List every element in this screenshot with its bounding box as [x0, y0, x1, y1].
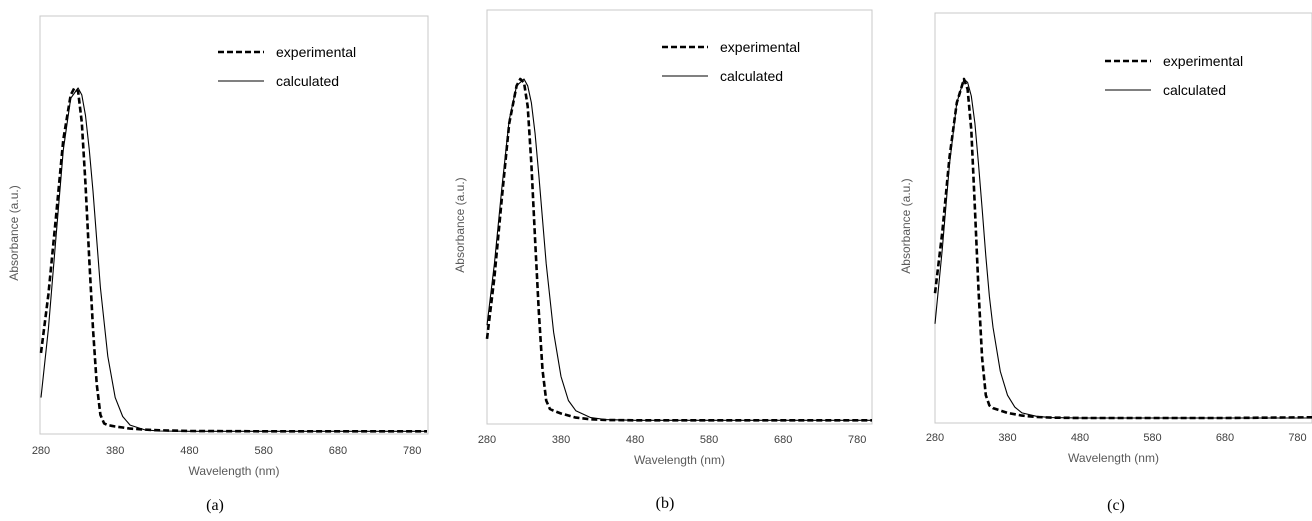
chart-panel-1: 280 380 480 580 680 780 Wavelength (nm) Absorba… [7, 16, 428, 514]
x-tick-label: 780 [403, 445, 421, 457]
plot-frame [40, 16, 428, 434]
series-line-experimental [935, 79, 1312, 418]
x-tick-label: 680 [774, 434, 792, 446]
plot-frame [487, 10, 872, 424]
legend-label-calculated: calculated [1163, 82, 1226, 98]
x-tick-label: 780 [848, 434, 866, 446]
x-axis-title: Wavelength (nm) [189, 464, 280, 478]
x-tick-label: 480 [1071, 432, 1089, 444]
x-tick-label: 480 [180, 445, 198, 457]
plot-frame [935, 13, 1312, 423]
legend-label-experimental: experimental [276, 44, 356, 60]
series-line-experimental [41, 88, 427, 431]
legend-label-calculated: calculated [720, 68, 783, 84]
series-line-calculated [41, 88, 427, 431]
panel-label: (b) [656, 495, 675, 512]
x-tick-label: 780 [1288, 432, 1306, 444]
panel-label: (c) [1107, 497, 1125, 514]
x-tick-label: 580 [1143, 432, 1161, 444]
legend-label-experimental: experimental [720, 39, 800, 55]
legend-label-experimental: experimental [1163, 53, 1243, 69]
series-line-calculated [487, 79, 872, 420]
legend-label-calculated: calculated [276, 73, 339, 89]
series-line-calculated [935, 79, 1312, 418]
x-tick-label: 380 [998, 432, 1016, 444]
x-tick-label: 280 [926, 432, 944, 444]
x-tick-label: 580 [255, 445, 273, 457]
chart-panel-3: 280 380 480 580 680 780 Wavelength (nm) Absorba… [899, 13, 1312, 514]
y-axis-title: Absorbance (a.u.) [899, 178, 913, 273]
x-tick-label: 580 [700, 434, 718, 446]
y-axis-title: Absorbance (a.u.) [453, 177, 467, 272]
panel-label: (a) [206, 497, 224, 514]
x-tick-label: 680 [329, 445, 347, 457]
x-axis-title: Wavelength (nm) [634, 453, 725, 467]
x-axis-title: Wavelength (nm) [1068, 451, 1159, 465]
x-tick-label: 480 [626, 434, 644, 446]
chart-panel-2: 280 380 480 580 680 780 Wavelength (nm) Absorba… [453, 10, 872, 512]
x-tick-label: 380 [106, 445, 124, 457]
x-tick-label: 280 [478, 434, 496, 446]
x-tick-label: 380 [552, 434, 570, 446]
y-axis-title: Absorbance (a.u.) [7, 185, 21, 280]
x-tick-label: 680 [1216, 432, 1234, 444]
x-tick-label: 280 [32, 445, 50, 457]
